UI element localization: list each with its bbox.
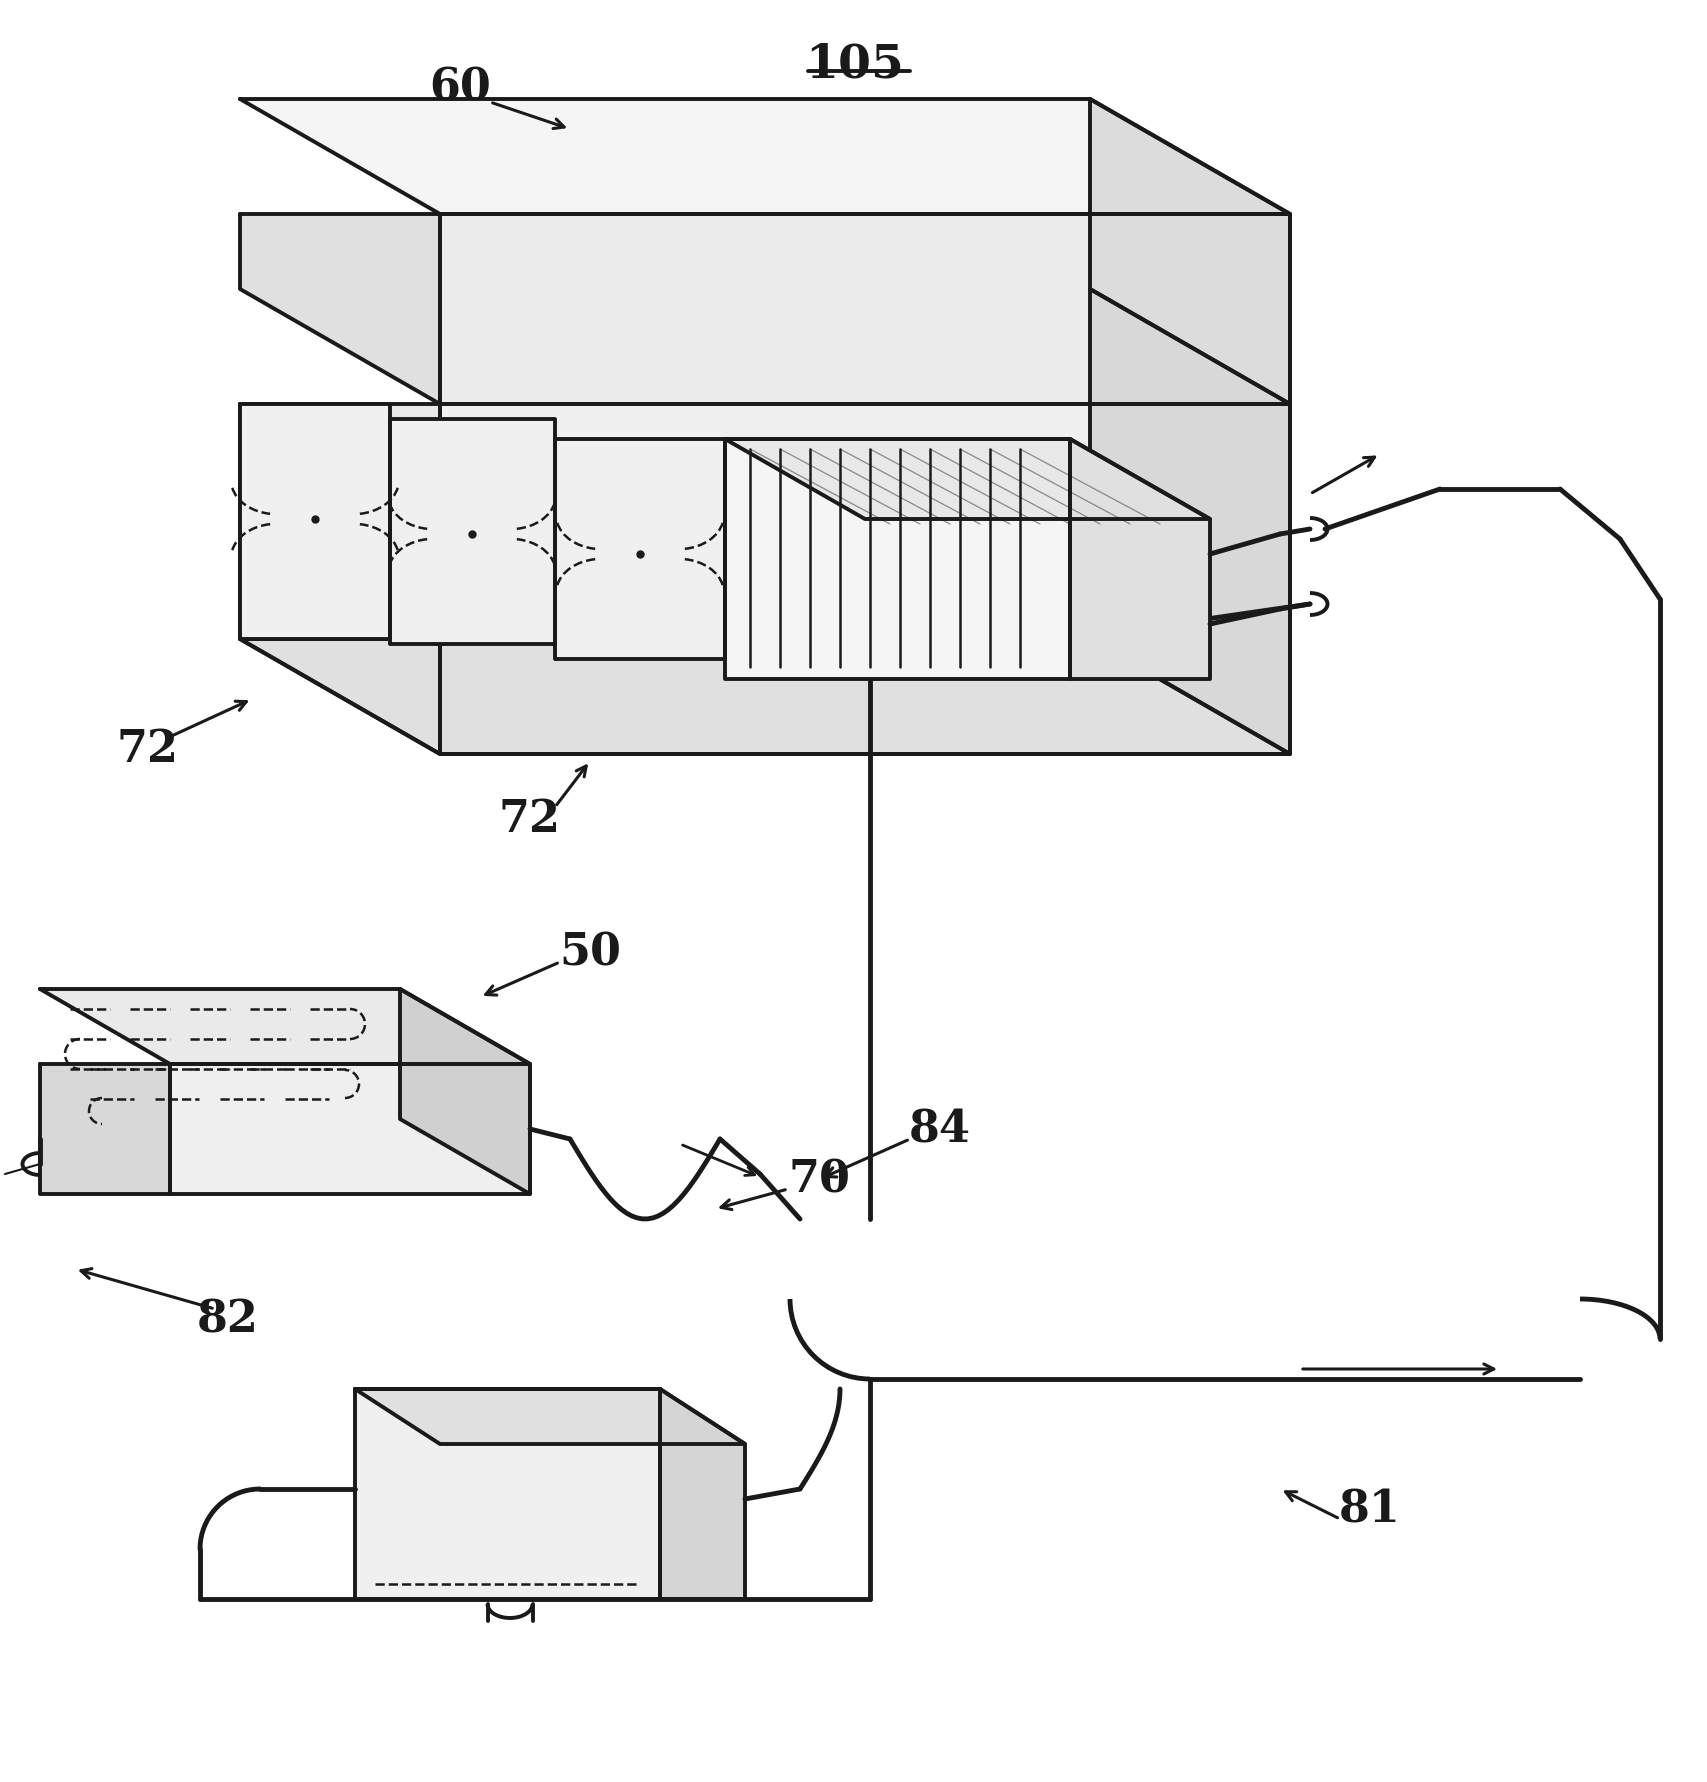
- Polygon shape: [725, 440, 1070, 679]
- Polygon shape: [725, 440, 1210, 520]
- Polygon shape: [355, 1390, 744, 1443]
- Text: 72: 72: [118, 729, 179, 772]
- Polygon shape: [241, 100, 1290, 216]
- Polygon shape: [661, 1390, 744, 1598]
- Polygon shape: [241, 216, 440, 405]
- Polygon shape: [440, 216, 1290, 405]
- Text: 81: 81: [1338, 1488, 1401, 1531]
- Polygon shape: [555, 440, 725, 659]
- Polygon shape: [241, 405, 389, 640]
- Text: 50: 50: [558, 930, 621, 975]
- Text: 70: 70: [789, 1158, 852, 1201]
- Polygon shape: [440, 405, 1290, 754]
- Polygon shape: [1091, 290, 1290, 754]
- Polygon shape: [241, 640, 1290, 754]
- Polygon shape: [39, 989, 529, 1064]
- Polygon shape: [1091, 100, 1290, 405]
- Polygon shape: [171, 1064, 529, 1194]
- Polygon shape: [39, 1064, 171, 1194]
- Text: 84: 84: [910, 1108, 971, 1151]
- Text: 60: 60: [428, 66, 492, 109]
- Text: 82: 82: [196, 1297, 259, 1340]
- Polygon shape: [399, 989, 529, 1194]
- Text: 72: 72: [498, 798, 562, 841]
- Text: 105: 105: [806, 43, 905, 87]
- Polygon shape: [389, 421, 555, 645]
- Polygon shape: [241, 405, 440, 754]
- Polygon shape: [1070, 440, 1210, 679]
- Polygon shape: [355, 1390, 661, 1598]
